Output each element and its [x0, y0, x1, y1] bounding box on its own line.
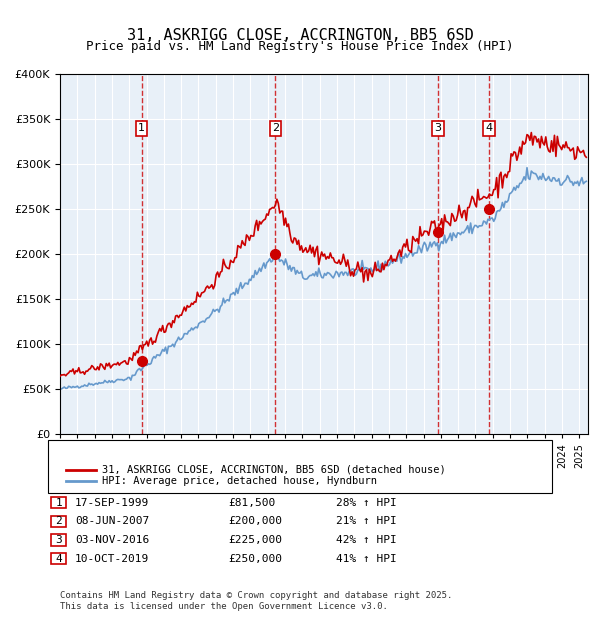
Text: 17-SEP-1999: 17-SEP-1999: [75, 498, 149, 508]
Text: 28% ↑ HPI: 28% ↑ HPI: [336, 498, 397, 508]
Text: 1: 1: [138, 123, 145, 133]
Text: Price paid vs. HM Land Registry's House Price Index (HPI): Price paid vs. HM Land Registry's House …: [86, 40, 514, 53]
Text: 4: 4: [485, 123, 493, 133]
Text: 3: 3: [55, 535, 62, 545]
Text: 03-NOV-2016: 03-NOV-2016: [75, 535, 149, 545]
Text: 3: 3: [434, 123, 442, 133]
Text: 2: 2: [272, 123, 279, 133]
Text: £250,000: £250,000: [228, 554, 282, 564]
Text: 41% ↑ HPI: 41% ↑ HPI: [336, 554, 397, 564]
Text: 42% ↑ HPI: 42% ↑ HPI: [336, 535, 397, 545]
Text: HPI: Average price, detached house, Hyndburn: HPI: Average price, detached house, Hynd…: [102, 476, 377, 486]
Text: 21% ↑ HPI: 21% ↑ HPI: [336, 516, 397, 526]
Text: Contains HM Land Registry data © Crown copyright and database right 2025.
This d: Contains HM Land Registry data © Crown c…: [60, 591, 452, 611]
Text: £200,000: £200,000: [228, 516, 282, 526]
Text: 08-JUN-2007: 08-JUN-2007: [75, 516, 149, 526]
Text: 4: 4: [55, 554, 62, 564]
Text: 1: 1: [55, 498, 62, 508]
Text: 31, ASKRIGG CLOSE, ACCRINGTON, BB5 6SD (detached house): 31, ASKRIGG CLOSE, ACCRINGTON, BB5 6SD (…: [102, 465, 446, 475]
Text: 2: 2: [55, 516, 62, 526]
Text: 31, ASKRIGG CLOSE, ACCRINGTON, BB5 6SD: 31, ASKRIGG CLOSE, ACCRINGTON, BB5 6SD: [127, 28, 473, 43]
Text: 10-OCT-2019: 10-OCT-2019: [75, 554, 149, 564]
Text: £81,500: £81,500: [228, 498, 275, 508]
Text: £225,000: £225,000: [228, 535, 282, 545]
